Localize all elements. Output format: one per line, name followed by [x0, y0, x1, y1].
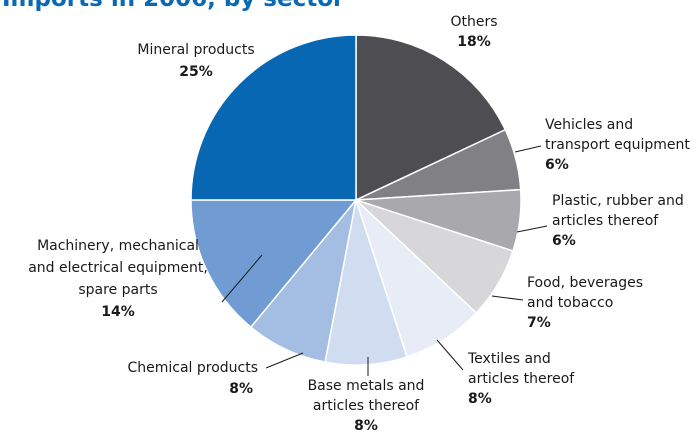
slice-label: Base metals and articles thereof — [308, 378, 425, 414]
leader-line — [265, 352, 304, 369]
slice-value-label: 8% — [468, 391, 492, 407]
slice-label: Machinery, mechanical and electrical equi… — [28, 238, 208, 298]
leader-line — [516, 225, 548, 233]
slice-value-label: 25% — [179, 64, 213, 80]
leader-line — [491, 295, 524, 301]
slice-value-label: 6% — [552, 233, 576, 249]
slice-label: Mineral products — [137, 42, 254, 58]
slice-label: Chemical products — [127, 360, 258, 376]
pie-slice — [190, 34, 357, 201]
slice-label: Vehicles and transport equipment — [545, 117, 690, 153]
slice-value-label: 6% — [545, 157, 569, 173]
leader-line — [221, 254, 263, 303]
leader-line — [436, 339, 464, 371]
slice-value-label: 7% — [527, 315, 551, 331]
slice-value-label: 8% — [354, 418, 378, 432]
slice-label: Textiles and articles thereof — [467, 351, 575, 387]
chart-title: Imports in 2006, by sector — [2, 0, 345, 12]
slice-label: Plastic, rubber and articles thereof — [552, 193, 684, 229]
slice-value-label: 18% — [457, 34, 491, 50]
slice-value-label: 8% — [229, 381, 253, 397]
pie-slice — [355, 34, 507, 202]
slice-label: Food, beverages and tobacco — [527, 275, 643, 311]
pie-slice — [190, 199, 358, 329]
slice-label: Others — [450, 14, 497, 30]
leader-line — [514, 145, 542, 153]
slice-value-label: 14% — [101, 304, 135, 320]
